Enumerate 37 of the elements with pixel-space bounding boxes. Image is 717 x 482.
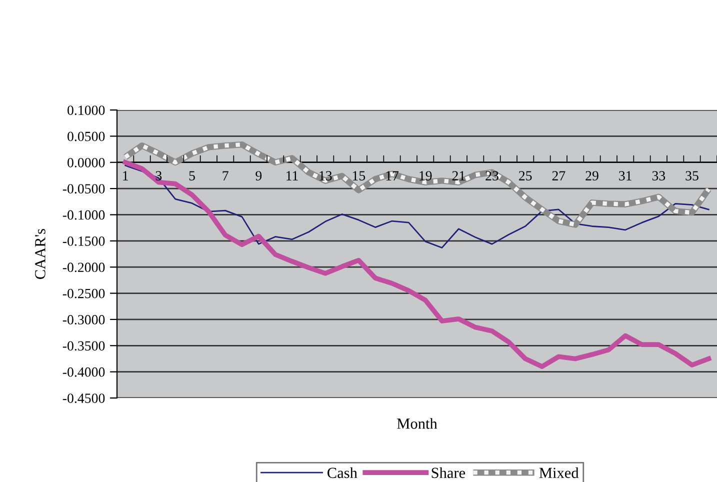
y-tick-label: -0.1000 [62,210,105,220]
y-tick-label: 0.0000 [68,158,105,168]
y-tick-label: -0.1500 [62,236,105,246]
x-tick-label: 35 [686,171,698,180]
x-tick-label: 19 [420,171,432,180]
x-tick-label: 25 [519,171,532,180]
x-axis-title: Month [397,418,438,429]
x-tick-label: 11 [286,171,298,180]
x-tick-label: 17 [386,171,399,180]
x-tick-label: 27 [552,171,566,180]
x-tick-label: 23 [486,171,498,180]
legend-label: Cash [328,467,358,478]
x-tick-label: 29 [586,171,598,180]
y-tick-label: 0.0500 [68,132,105,142]
y-axis-title: CAAR's [35,228,46,279]
legend-label: Mixed [539,467,579,478]
legend-label: Share [432,467,466,478]
line-series [122,141,712,228]
line-series [122,160,712,370]
y-tick-label: -0.2000 [62,262,105,272]
y-tick-label: -0.4500 [62,394,105,404]
x-tick-label: 7 [222,171,228,180]
x-tick-label: 9 [256,171,262,180]
y-tick-label: -0.0500 [62,184,105,194]
x-tick-label: 15 [352,171,366,180]
x-tick-label: 1 [123,171,128,180]
y-tick-label: -0.2500 [62,288,105,298]
x-tick-label: 13 [320,171,332,180]
y-tick-label: -0.3000 [62,315,105,324]
line-series [124,164,710,248]
x-tick-label: 33 [652,171,666,180]
y-tick-label: -0.4000 [62,367,105,377]
y-tick-label: 0.1000 [68,106,105,116]
x-tick-label: 31 [619,171,632,180]
x-tick-label: 5 [189,171,195,180]
x-tick-label: 21 [452,171,465,180]
y-tick-label: -0.3500 [62,341,105,351]
